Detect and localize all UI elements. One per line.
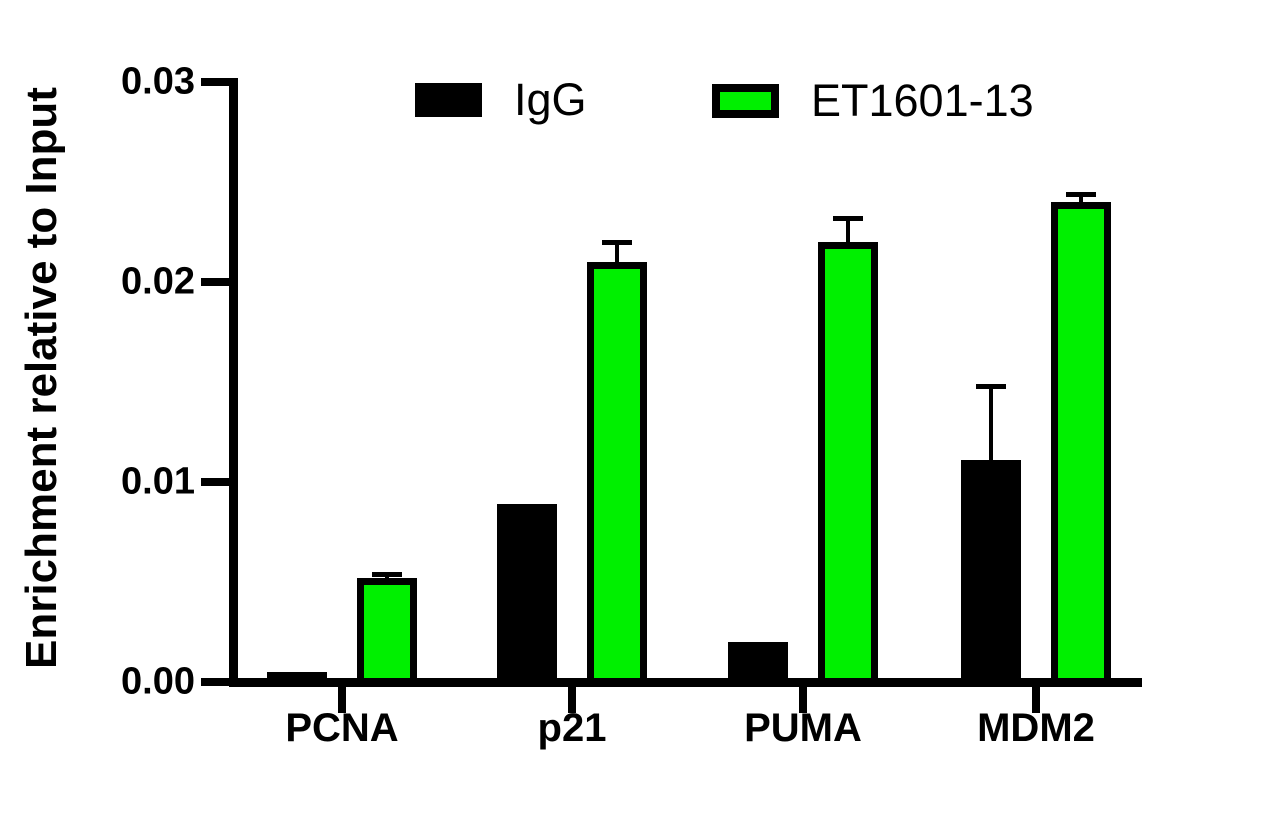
y-tick-label-0.01: 0.01 (121, 460, 195, 503)
error-cap-ET1601-13-PUMA (833, 216, 863, 221)
y-tick-mark-0.00 (201, 678, 230, 686)
y-axis-line (229, 78, 238, 687)
category-label-PUMA: PUMA (744, 706, 862, 750)
bar-IgG-MDM2 (961, 460, 1021, 687)
error-cap-IgG-MDM2 (976, 384, 1006, 389)
error-cap-ET1601-13-MDM2 (1066, 192, 1096, 197)
category-label-MDM2: MDM2 (977, 706, 1095, 750)
legend-swatch-et1601-13 (712, 84, 779, 118)
x-tick-mark-MDM2 (1032, 687, 1040, 713)
y-tick-mark-0.01 (201, 478, 230, 486)
y-axis-title: Enrichment relative to Input (17, 87, 66, 669)
x-tick-mark-p21 (568, 687, 576, 713)
error-cap-ET1601-13-PCNA (372, 572, 402, 577)
category-label-PCNA: PCNA (285, 706, 399, 750)
x-tick-mark-PCNA (338, 687, 346, 713)
bar-ET1601-13-PCNA (357, 578, 417, 687)
error-bar-ET1601-13-p21 (615, 240, 619, 274)
category-label-p21: p21 (537, 706, 607, 750)
x-tick-mark-PUMA (799, 687, 807, 713)
y-tick-label-0.03: 0.03 (121, 60, 195, 103)
bar-ET1601-13-MDM2 (1051, 202, 1111, 687)
bar-IgG-p21 (497, 504, 557, 687)
y-tick-mark-0.03 (201, 78, 230, 86)
legend-label-igg: IgG (514, 74, 587, 125)
y-tick-label-0.00: 0.00 (121, 660, 195, 703)
y-tick-mark-0.02 (201, 278, 230, 286)
legend-swatch-igg (415, 83, 482, 117)
legend-label-et1601-13: ET1601-13 (811, 75, 1034, 126)
error-bar-ET1601-13-PUMA (846, 216, 850, 254)
x-axis-line (229, 678, 1142, 687)
bar-ET1601-13-p21 (587, 262, 647, 687)
legend-item-igg: IgG (415, 74, 587, 126)
error-cap-ET1601-13-p21 (602, 240, 632, 245)
error-bar-IgG-MDM2 (989, 384, 993, 472)
y-tick-label-0.02: 0.02 (121, 260, 195, 303)
bar-ET1601-13-PUMA (818, 242, 878, 687)
legend-item-et1601-13: ET1601-13 (712, 75, 1034, 127)
